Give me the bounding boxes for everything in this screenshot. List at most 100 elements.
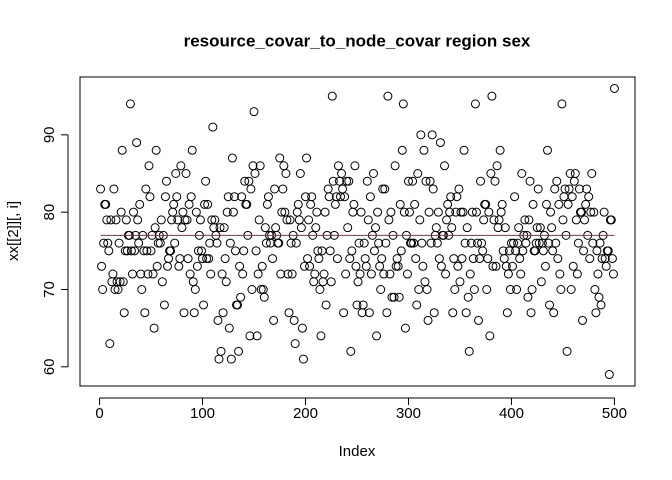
point xyxy=(309,277,319,287)
point xyxy=(277,207,287,217)
point xyxy=(210,215,220,225)
point xyxy=(126,246,136,256)
point xyxy=(385,269,395,279)
point xyxy=(415,215,425,225)
point xyxy=(549,308,559,318)
point xyxy=(383,91,393,101)
x-tick-label: 100 xyxy=(190,405,215,422)
point xyxy=(220,254,230,264)
point xyxy=(259,292,269,302)
point xyxy=(188,277,198,287)
point xyxy=(609,83,619,93)
point xyxy=(603,246,613,256)
point xyxy=(239,246,249,256)
point xyxy=(382,308,392,318)
point xyxy=(389,292,399,302)
point xyxy=(216,346,226,356)
point xyxy=(206,269,216,279)
point xyxy=(545,300,555,310)
point xyxy=(500,223,510,233)
point xyxy=(348,207,358,217)
point xyxy=(252,331,262,341)
point xyxy=(365,192,375,202)
point xyxy=(183,254,193,264)
point xyxy=(136,269,146,279)
point xyxy=(484,207,494,217)
point xyxy=(330,199,340,209)
point xyxy=(119,308,129,318)
point xyxy=(405,207,415,217)
point xyxy=(608,269,618,279)
point xyxy=(594,292,604,302)
point xyxy=(177,223,187,233)
point xyxy=(452,192,462,202)
y-axis-label: xx[[2]][, i] xyxy=(5,201,22,261)
point xyxy=(373,207,383,217)
point xyxy=(235,261,245,271)
point xyxy=(587,169,597,179)
point xyxy=(344,176,354,186)
point xyxy=(474,315,484,325)
point xyxy=(281,169,291,179)
point xyxy=(350,161,360,171)
point xyxy=(351,261,361,271)
point xyxy=(454,184,464,194)
point xyxy=(240,176,250,186)
point xyxy=(535,223,545,233)
point xyxy=(284,308,294,318)
point xyxy=(553,254,563,264)
point xyxy=(291,238,301,248)
point xyxy=(461,308,471,318)
point xyxy=(481,199,491,209)
point xyxy=(162,261,172,271)
point xyxy=(410,199,420,209)
plot-box xyxy=(79,76,636,387)
point xyxy=(470,99,480,109)
point xyxy=(307,192,317,202)
point xyxy=(606,215,616,225)
point xyxy=(320,207,330,217)
point xyxy=(559,192,569,202)
point xyxy=(420,277,430,287)
point xyxy=(456,207,466,217)
point xyxy=(516,269,526,279)
point xyxy=(133,215,143,225)
point xyxy=(548,246,558,256)
point xyxy=(353,277,363,287)
point xyxy=(233,300,243,310)
point xyxy=(368,169,378,179)
point xyxy=(485,331,495,341)
point xyxy=(483,254,493,264)
point xyxy=(193,246,203,256)
point xyxy=(157,277,167,287)
point xyxy=(569,176,579,186)
point xyxy=(422,284,432,294)
point xyxy=(536,277,546,287)
point xyxy=(299,261,309,271)
point xyxy=(225,238,235,248)
point xyxy=(471,207,481,217)
point xyxy=(104,246,114,256)
point xyxy=(242,199,252,209)
point xyxy=(298,354,308,364)
point xyxy=(199,300,209,310)
point xyxy=(303,254,313,264)
point xyxy=(534,238,544,248)
point xyxy=(195,215,205,225)
point xyxy=(543,145,553,155)
point xyxy=(346,346,356,356)
point xyxy=(601,261,611,271)
point xyxy=(523,292,533,302)
point xyxy=(579,246,589,256)
point xyxy=(497,199,507,209)
point xyxy=(465,269,475,279)
point xyxy=(459,145,469,155)
point xyxy=(151,145,161,155)
point xyxy=(263,192,273,202)
point xyxy=(356,207,366,217)
point xyxy=(116,207,126,217)
point xyxy=(311,223,321,233)
point xyxy=(184,199,194,209)
point xyxy=(223,192,233,202)
point xyxy=(526,308,536,318)
